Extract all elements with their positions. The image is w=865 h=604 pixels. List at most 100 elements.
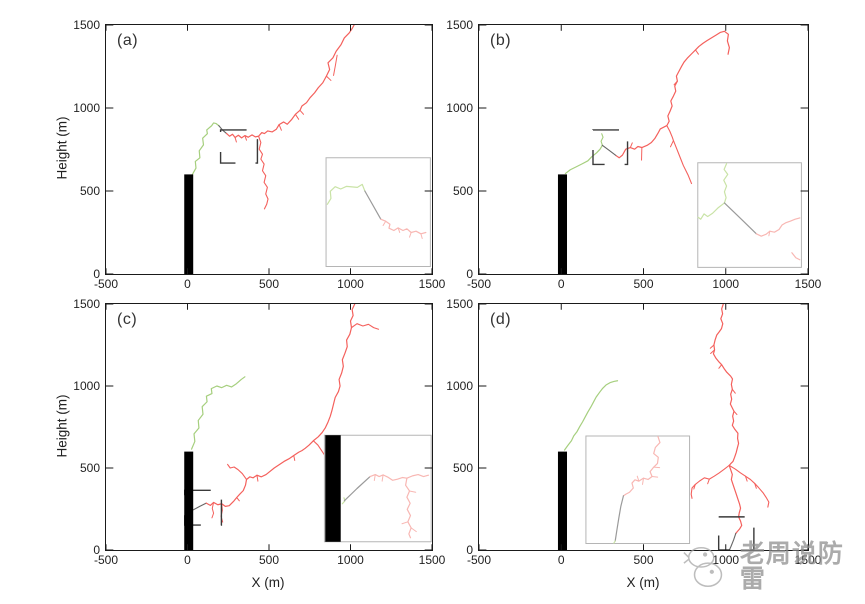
plot-area-d: [479, 304, 808, 550]
inset-box: [586, 436, 690, 543]
plot-svg-b: [479, 25, 808, 274]
branch-stub: [245, 136, 247, 141]
plot-svg-d: [479, 304, 808, 550]
y-tick-label: 0: [466, 267, 473, 281]
inset-tower: [325, 435, 341, 542]
upward-leader: [192, 377, 245, 449]
watermark: 老周说防雷: [682, 541, 865, 593]
inset-upward-leader: [724, 164, 728, 203]
inset-branch-stub: [398, 228, 400, 233]
x-tick-label: -500: [466, 553, 492, 567]
tower: [184, 451, 194, 550]
y-tick-label: 500: [79, 184, 100, 198]
downward-leader-main: [227, 25, 354, 138]
x-tick-label: 1500: [794, 553, 822, 567]
x-tick-label: 1000: [712, 553, 740, 567]
inset-branch-stub: [383, 221, 386, 225]
x-axis-label-right: X (m): [626, 575, 660, 590]
inset-downward-leader: [381, 219, 426, 234]
y-axis-label-bottom: Height (m): [54, 394, 70, 458]
y-tick-label: 1500: [73, 18, 100, 32]
inset-connecting-leader: [365, 191, 381, 219]
downward-leader-hook: [724, 31, 729, 54]
downward-branch-left: [691, 465, 729, 498]
subplot-d: -500 0 500 1000 1500 0 500 1000 1500 (d): [446, 297, 821, 567]
branch-stub: [257, 475, 258, 481]
inset-box: [326, 158, 430, 267]
upward-leader: [565, 381, 618, 450]
y-tick-label: 1000: [446, 379, 473, 393]
inset-downward-leader: [623, 437, 660, 496]
subplot-letter-b: (b): [490, 32, 512, 49]
inset-branch-stub: [410, 491, 416, 492]
inset-connecting-leader: [615, 496, 623, 541]
zoom-region-dashed-box: [719, 517, 754, 550]
x-tick-label: 500: [258, 553, 280, 567]
x-tick-label: -500: [466, 277, 492, 291]
plot-svg-a: [106, 25, 432, 274]
subplot-c: -500 0 500 1000 1500 0 500 1000 1500 (c): [73, 297, 445, 567]
inset-branch-stub: [643, 478, 644, 484]
branch-stub: [711, 350, 715, 354]
y-tick-label: 1500: [446, 297, 473, 311]
connecting-leader: [193, 503, 206, 510]
x-tick-label: 1000: [337, 553, 364, 567]
inset-upward-leader: [327, 184, 364, 204]
tower: [184, 174, 194, 274]
downward-branch: [259, 136, 268, 209]
x-tick-label: 0: [184, 277, 191, 291]
upward-leader: [192, 123, 218, 174]
y-tick-label: 1500: [446, 18, 473, 32]
inset-upward-leader: [614, 541, 615, 543]
downward-leader-main: [616, 31, 724, 157]
branch-stub: [745, 476, 747, 481]
y-tick-label: 500: [452, 461, 473, 475]
branch-stub: [300, 110, 304, 114]
x-tick-label: -500: [93, 553, 119, 567]
connecting-leader: [729, 533, 735, 550]
plot-area-a: [106, 25, 432, 274]
inset-downward-leader: [756, 218, 799, 236]
inset-branch-stub: [421, 234, 422, 239]
x-tick-label: 500: [258, 277, 280, 291]
zoom-region-dashed-box: [185, 490, 222, 525]
y-tick-label: 500: [79, 461, 100, 475]
inset-branch-stub: [402, 522, 408, 524]
upward-leader: [565, 145, 602, 173]
branch-stub: [235, 138, 236, 142]
y-axis-label-top: Height (m): [54, 116, 70, 180]
subplot-b: -500 0 500 1000 1500 0 500 1000 1500 (b): [446, 18, 821, 291]
inset-branch-stub: [652, 477, 658, 478]
y-tick-label: 0: [93, 543, 100, 557]
tower: [557, 174, 568, 274]
inset-branch-stub: [792, 253, 800, 260]
connecting-leader: [602, 145, 616, 155]
x-tick-label: 0: [557, 277, 565, 291]
branch-stub: [294, 456, 295, 461]
watermark-fish-logo-icon: [683, 546, 723, 588]
downward-leader-main: [206, 304, 354, 506]
subplot-a: -500 0 500 1000 1500 0 500 1000 1500 (a): [73, 18, 445, 291]
inset-branch-stub: [374, 475, 375, 481]
inset-branch-stub: [769, 231, 770, 236]
downward-branch-right: [729, 465, 769, 507]
x-tick-label: 0: [184, 553, 191, 567]
branch-stub: [670, 141, 673, 147]
inset-connecting-leader: [724, 203, 756, 234]
upward-leader-branch: [601, 134, 603, 146]
inset-branch-stub: [637, 476, 639, 481]
branch-stub: [326, 76, 331, 80]
branch-stub: [694, 484, 695, 489]
downward-branch-up: [228, 464, 247, 479]
inset-branch-stub: [382, 475, 383, 481]
x-tick-label: 500: [633, 553, 654, 567]
branch-stub: [734, 411, 737, 414]
branch-stub: [695, 50, 698, 54]
subplot-letter-d: (d): [490, 311, 512, 328]
inset-box: [324, 435, 431, 542]
downward-leader-main: [713, 304, 741, 533]
y-tick-label: 0: [466, 543, 473, 557]
watermark-text: 老周说防雷: [739, 540, 844, 593]
inset-branch-stub: [411, 528, 416, 532]
